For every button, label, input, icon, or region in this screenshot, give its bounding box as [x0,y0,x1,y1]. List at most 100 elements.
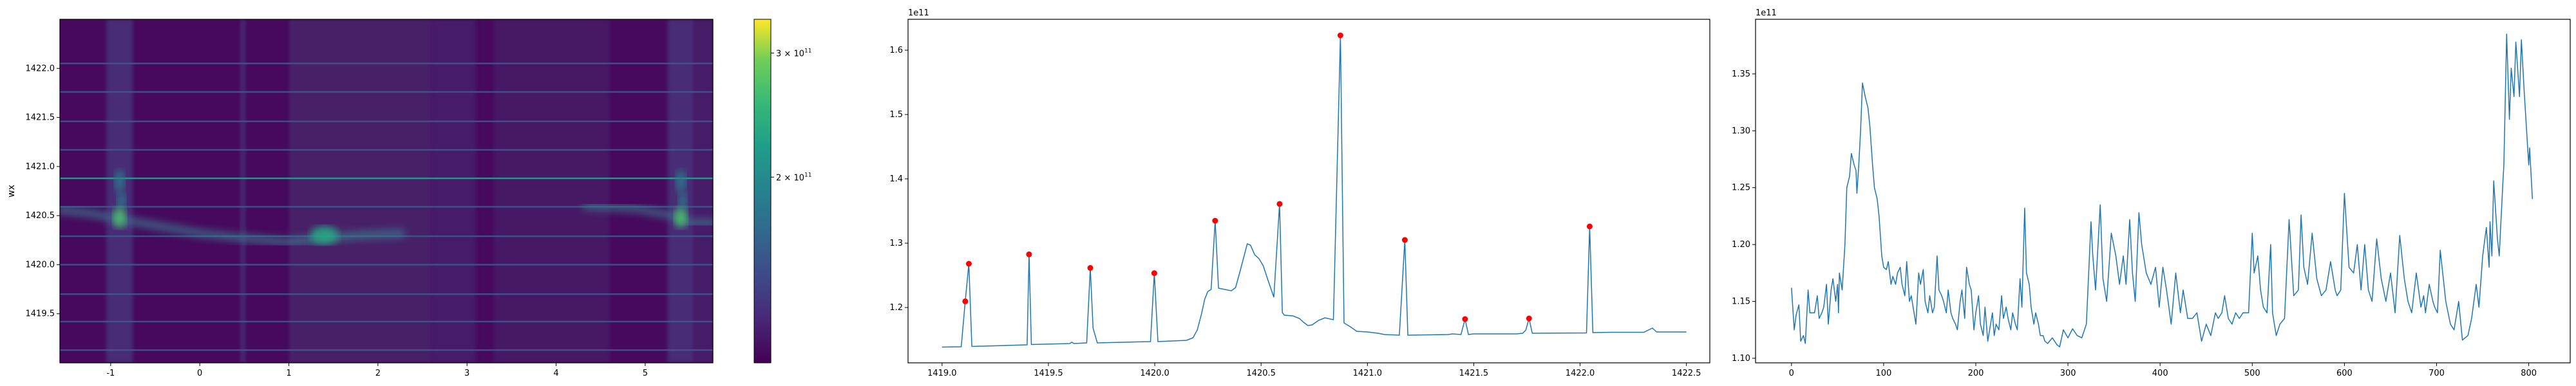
heatmap-horizontal-line [60,264,713,266]
x-tick-label: -1 [106,369,115,378]
x-tick-label: 3 [464,369,469,378]
x-tick-label: 1 [286,369,291,378]
spectrum-line [942,35,1687,348]
y-tick-label: 1.20 [1732,240,1750,250]
heatmap-hotspot [677,192,687,210]
peak-marker [1462,316,1468,322]
y-tick-label: 1.35 [1732,69,1750,79]
x-tick-label: 600 [2336,369,2353,378]
heatmap-horizontal-line [60,293,713,295]
colorbar-tick-times: × [781,49,793,59]
heatmap-vertical-band [493,19,610,363]
peak-marker [1087,265,1094,271]
x-tick-label: 700 [2429,369,2445,378]
heatmap-panel: -1 0 1 2 3 4 5 1419.5 1420.0 1420.5 1421.0 1421.5 14… [6,19,714,378]
heatmap-ticks: -1 0 1 2 3 4 5 1419.5 1420.0 1420.5 1421.0 1421.5 14… [26,64,649,378]
spectrum-axes-frame [907,19,1710,363]
heatmap-horizontal-line [60,320,713,323]
heatmap-axes-frame [59,19,714,363]
peak-marker [1212,217,1218,224]
heatmap-hotspot [113,207,126,228]
heatmap-vertical-band [694,19,713,363]
colorbar-tick-base: 10 [793,173,804,183]
peak-marker [1026,251,1032,257]
colorbar-tick-times: × [781,173,793,183]
x-tick-label: 1422.5 [1672,369,1701,378]
x-tick-label: 100 [1875,369,1891,378]
heatmap-vertical-band [240,19,247,363]
y-tick-label: 1.25 [1732,183,1750,193]
y-tick-label: 1.15 [1732,297,1750,307]
colorbar-tick-mantissa: 3 [776,49,781,59]
heatmap-horizontal-line [60,349,713,351]
x-tick-label: 400 [2152,369,2168,378]
peak-marker [1151,270,1157,277]
timeseries-ticks: 0 100 200 300 400 500 600 700 800 1.10 1.15 1.20 1.2… [1732,69,2537,378]
y-tick-label: 1.2 [889,303,903,313]
colorbar-tick-exponent: 11 [804,172,811,178]
colorbar-gradient [753,19,772,363]
heatmap-vertical-band [289,19,431,363]
heatmap-horizontal-line [60,177,713,179]
x-tick-label: 1421.5 [1459,369,1489,378]
x-tick-label: 2 [375,369,381,378]
x-tick-label: 5 [643,369,648,378]
peak-marker [1276,201,1283,207]
x-tick-label: 1419.5 [1034,369,1063,378]
spectrum-panel: 1419.0 1419.5 1420.0 1420.5 1421.0 1421.5 1422… [889,8,1710,378]
colorbar-tick-mantissa: 2 [776,173,781,183]
x-tick-label: 1420.5 [1246,369,1276,378]
y-tick-label: 1422.0 [26,64,55,73]
heatmap-hotspot [114,169,125,193]
colorbar-tick-label: 2 × 1011 [776,172,811,183]
heatmap-horizontal-line [60,62,713,64]
heatmap-ridge [582,201,713,228]
y-tick-label: 1421.5 [26,113,55,123]
heatmap-horizontal-line [60,91,713,93]
heatmap-hotspot [117,192,126,210]
peak-marker [1526,315,1532,322]
x-tick-label: 1419.0 [927,369,957,378]
heatmap-horizontal-line [60,120,713,122]
heatmap-image [60,19,713,363]
y-tick-label: 1.5 [889,110,903,120]
peak-marker [1401,237,1408,243]
timeseries-plot [1791,33,2533,347]
x-tick-label: 4 [553,369,558,378]
y-tick-label: 1419.5 [26,309,55,319]
y-tick-label: 1421.0 [26,162,55,172]
x-tick-label: 1422.0 [1566,369,1595,378]
y-tick-label: 1.10 [1732,354,1750,363]
heatmap-horizontal-line [60,149,713,151]
timeseries-line [1791,33,2533,347]
peak-marker [1337,32,1343,39]
heatmap-ylabel: wx [6,185,17,198]
y-tick-label: 1.6 [889,46,903,55]
y-tick-label: 1.3 [889,239,903,248]
x-tick-label: 1420.0 [1140,369,1170,378]
heatmap-vertical-band [431,19,477,363]
spectrum-plot [942,32,1687,348]
timeseries-axes-frame [1755,19,2571,363]
y-tick-label: 1.4 [889,174,903,184]
colorbar-tick-exponent: 11 [804,48,811,54]
spectrum-ticks: 1419.0 1419.5 1420.0 1420.5 1421.0 1421.5 1422… [889,46,1701,378]
timeseries-panel: 0 100 200 300 400 500 600 700 800 1.10 1.15 1.20 1.2… [1732,8,2571,378]
heatmap-horizontal-line [60,206,713,208]
y-tick-label: 1420.0 [26,260,55,270]
x-tick-label: 500 [2244,369,2260,378]
x-tick-label: 1421.0 [1353,369,1383,378]
x-tick-label: 0 [1789,369,1794,378]
x-tick-label: 300 [2060,369,2076,378]
heatmap-hotspot [674,207,688,228]
peak-marker [965,261,972,267]
heatmap-hotspot [310,226,339,244]
spectrum-offset-text: 1e11 [908,8,929,18]
y-tick-label: 1.30 [1732,126,1750,136]
x-tick-label: 0 [197,369,202,378]
colorbar-tick-label: 3 × 1011 [776,48,811,59]
colorbar-tick-base: 10 [793,49,804,59]
